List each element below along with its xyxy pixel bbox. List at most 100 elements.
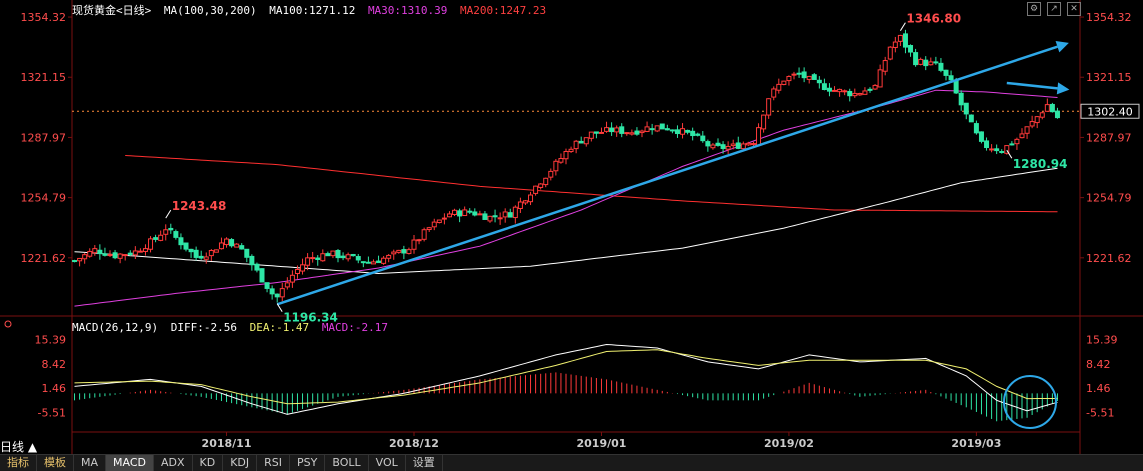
candle-body bbox=[710, 144, 716, 149]
candle-body bbox=[735, 142, 741, 149]
candle-body bbox=[705, 141, 711, 147]
price-tick-label: 1354.32 bbox=[1086, 11, 1132, 24]
candle-body bbox=[168, 227, 174, 231]
pane-marker-icon bbox=[4, 320, 12, 328]
tab-模板[interactable]: 模板 bbox=[37, 455, 74, 471]
tab-adx[interactable]: ADX bbox=[154, 455, 193, 471]
candle-body bbox=[887, 46, 893, 60]
candle-body bbox=[674, 129, 680, 135]
candle-body bbox=[695, 133, 701, 136]
candle-body bbox=[153, 237, 159, 240]
tab-kdj[interactable]: KDJ bbox=[223, 455, 258, 471]
candle-body bbox=[522, 200, 528, 204]
main-legend: 现货黄金<日线> MA(100,30,200) MA100:1271.12 MA… bbox=[72, 2, 552, 18]
candle-body bbox=[857, 93, 863, 96]
candle-body bbox=[218, 242, 224, 250]
close-icon[interactable]: ✕ bbox=[1067, 2, 1081, 16]
annotation-label: 1243.48 bbox=[172, 199, 227, 213]
tab-psy[interactable]: PSY bbox=[290, 455, 326, 471]
candle-body bbox=[386, 254, 392, 259]
candle-body bbox=[958, 92, 964, 106]
candle-body bbox=[1049, 103, 1055, 113]
candle-body bbox=[877, 69, 883, 88]
candle-body bbox=[842, 90, 848, 93]
gear-icon[interactable]: ⚙ bbox=[1027, 2, 1041, 16]
macd-value: MACD:-2.17 bbox=[321, 321, 389, 334]
macd-tick-label: 15.39 bbox=[1086, 334, 1118, 347]
candle-body bbox=[685, 129, 691, 133]
candle-body bbox=[173, 231, 179, 238]
annotation-pointer bbox=[165, 209, 172, 219]
candle-body bbox=[370, 261, 376, 265]
candle-body bbox=[588, 131, 594, 139]
candle-body bbox=[82, 254, 88, 260]
candle-body bbox=[441, 217, 447, 220]
candle-body bbox=[659, 123, 665, 130]
candle-body bbox=[806, 75, 812, 80]
candle-body bbox=[664, 128, 670, 131]
candle-body bbox=[882, 60, 888, 72]
candle-body bbox=[224, 238, 230, 246]
price-tick-label: 1221.62 bbox=[1086, 252, 1132, 265]
candle-body bbox=[142, 248, 148, 252]
candle-body bbox=[77, 257, 83, 262]
tab-指标[interactable]: 指标 bbox=[0, 455, 37, 471]
candle-body bbox=[249, 255, 255, 266]
candle-body bbox=[72, 260, 78, 263]
time-label: 2018/12 bbox=[389, 437, 439, 450]
candle-body bbox=[999, 151, 1005, 154]
candle-body bbox=[654, 125, 660, 132]
candle-body bbox=[198, 255, 204, 259]
tab-kd[interactable]: KD bbox=[193, 455, 224, 471]
period-toggle[interactable]: 日线 ▲ bbox=[0, 440, 38, 454]
candle-body bbox=[335, 249, 341, 259]
candle-body bbox=[436, 219, 442, 224]
candle-body bbox=[619, 126, 625, 134]
macd-tick-label: -5.51 bbox=[38, 407, 66, 420]
candle-body bbox=[315, 257, 321, 260]
candle-body bbox=[786, 76, 792, 82]
candle-body bbox=[360, 261, 366, 264]
candle-body bbox=[259, 268, 265, 283]
candle-body bbox=[234, 243, 240, 248]
candle-body bbox=[791, 73, 797, 76]
resize-icon[interactable]: ↗ bbox=[1047, 2, 1061, 16]
macd-params: MACD(26,12,9) bbox=[72, 321, 159, 334]
candle-body bbox=[933, 61, 939, 64]
candle-body bbox=[426, 227, 432, 230]
tab-ma[interactable]: MA bbox=[74, 455, 107, 471]
candle-body bbox=[538, 183, 544, 188]
time-label: 2019/02 bbox=[764, 437, 814, 450]
tab-boll[interactable]: BOLL bbox=[325, 455, 369, 471]
candle-body bbox=[163, 229, 169, 235]
ma100-line bbox=[74, 167, 1058, 275]
price-tick-label: 1221.62 bbox=[21, 252, 67, 265]
tab-rsi[interactable]: RSI bbox=[257, 455, 291, 471]
candle-body bbox=[715, 142, 721, 146]
candle-body bbox=[376, 260, 382, 264]
candle-body bbox=[533, 185, 539, 194]
tab-macd[interactable]: MACD bbox=[106, 455, 154, 471]
tab-vol[interactable]: VOL bbox=[369, 455, 406, 471]
candle-body bbox=[92, 248, 98, 254]
candle-body bbox=[340, 255, 346, 259]
candle-body bbox=[639, 130, 645, 134]
candle-body bbox=[482, 213, 488, 220]
price-chart[interactable]: 1354.32 1354.32 1321.15 1321.15 1287.97 1287.… bbox=[0, 0, 1143, 454]
candle-body bbox=[330, 250, 336, 257]
candle-body bbox=[477, 213, 483, 216]
highlight-circle bbox=[1003, 375, 1057, 429]
candle-body bbox=[487, 215, 493, 222]
candle-body bbox=[740, 143, 746, 150]
candle-body bbox=[492, 215, 498, 218]
candle-body bbox=[1029, 121, 1035, 127]
candle-body bbox=[968, 114, 974, 123]
tab-设置[interactable]: 设置 bbox=[406, 455, 443, 471]
candle-body bbox=[117, 253, 123, 259]
candle-body bbox=[730, 143, 736, 147]
candle-body bbox=[938, 62, 944, 71]
macd-legend: MACD(26,12,9) DIFF:-2.56 DEA:-1.47 MACD:… bbox=[72, 321, 394, 334]
trend-line bbox=[276, 45, 1058, 306]
price-tick-label: 1354.32 bbox=[21, 11, 67, 24]
trend-arrow bbox=[1056, 82, 1070, 95]
